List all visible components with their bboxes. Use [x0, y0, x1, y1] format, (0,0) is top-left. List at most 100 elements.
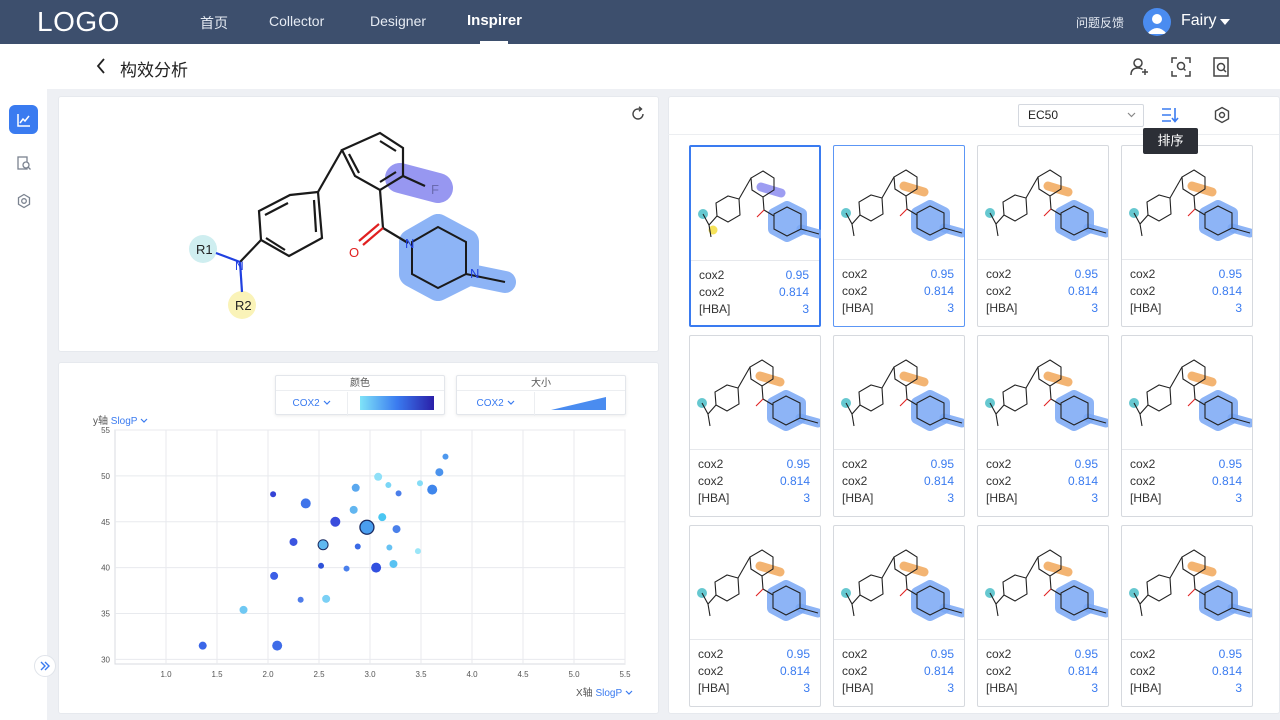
- scatter-point[interactable]: [349, 505, 358, 514]
- scan-icon[interactable]: [1170, 56, 1192, 78]
- scatter-point[interactable]: [389, 559, 398, 568]
- back-arrow-icon[interactable]: [95, 57, 107, 75]
- x-tick-label: 2.5: [313, 670, 325, 679]
- compound-card[interactable]: cox2 0.95 cox2 0.814 [HBA] 3: [689, 145, 824, 327]
- scatter-point[interactable]: [371, 562, 382, 573]
- property-name: cox2: [986, 647, 1012, 661]
- nav-item-inspirer[interactable]: Inspirer: [467, 12, 523, 29]
- nav-item-collector[interactable]: Collector: [269, 13, 325, 29]
- property-name: cox2: [842, 474, 868, 488]
- size-wedge: [551, 397, 606, 410]
- scatter-point[interactable]: [270, 571, 279, 580]
- scatter-point[interactable]: [392, 525, 401, 534]
- card-property-row: cox2 0.814: [1130, 284, 1242, 300]
- compound-card[interactable]: cox2 0.95 cox2 0.814 [HBA] 3: [977, 145, 1111, 327]
- compound-card[interactable]: cox2 0.95 cox2 0.814 [HBA] 3: [1121, 525, 1255, 707]
- scatter-point[interactable]: [385, 482, 392, 489]
- x-tick-label: 4.5: [517, 670, 529, 679]
- scatter-point[interactable]: [198, 641, 207, 650]
- chevron-down-icon: [625, 690, 633, 695]
- property-name: cox2: [698, 664, 724, 678]
- card-property-row: cox2 0.814: [842, 664, 954, 680]
- add-user-icon[interactable]: [1128, 56, 1150, 78]
- scatter-point[interactable]: [239, 605, 248, 614]
- scatter-panel: [58, 362, 659, 714]
- scatter-point[interactable]: [354, 543, 361, 550]
- gear-icon: [17, 193, 30, 208]
- logo[interactable]: LOGO: [37, 6, 120, 37]
- scatter-point[interactable]: [416, 480, 423, 487]
- scatter-point[interactable]: [359, 519, 375, 535]
- y-axis-selector[interactable]: y轴 SlogP: [93, 412, 148, 427]
- scatter-point[interactable]: [289, 537, 298, 546]
- scatter-point[interactable]: [322, 594, 331, 603]
- scatter-chart[interactable]: 1.0 1.5 2.0 2.5 3.0 3.5 4.0 4.5 5.0 5.5 30 35 40 45 50…: [58, 362, 659, 714]
- property-name: [HBA]: [1130, 491, 1162, 505]
- nav-item-designer[interactable]: Designer: [370, 13, 427, 29]
- property-value: 0.814: [779, 474, 810, 488]
- scatter-point[interactable]: [270, 491, 277, 498]
- compound-image: [834, 526, 967, 638]
- scatter-point[interactable]: [318, 562, 325, 569]
- scatter-point[interactable]: [395, 490, 402, 497]
- card-property-row: [HBA] 3: [986, 301, 1098, 317]
- color-metric-select[interactable]: COX2: [276, 392, 348, 416]
- scatter-point[interactable]: [317, 539, 329, 551]
- card-divider: [691, 260, 819, 261]
- property-value: 0.814: [1067, 284, 1098, 298]
- compound-card[interactable]: cox2 0.95 cox2 0.814 [HBA] 3: [977, 525, 1111, 707]
- sidebar-expand-button[interactable]: [34, 655, 56, 677]
- scatter-point[interactable]: [374, 472, 383, 481]
- scatter-point[interactable]: [297, 596, 304, 603]
- scatter-point[interactable]: [272, 640, 283, 651]
- settings-hex-icon[interactable]: [1213, 106, 1231, 124]
- user-menu-caret-icon[interactable]: [1220, 19, 1230, 25]
- feedback-link[interactable]: 问题反馈: [1076, 16, 1125, 30]
- sort-icon[interactable]: [1160, 106, 1180, 124]
- property-name: [HBA]: [842, 301, 874, 315]
- property-name: cox2: [1130, 474, 1156, 488]
- property-value: 3: [947, 491, 954, 505]
- property-name: [HBA]: [1130, 681, 1162, 695]
- refresh-icon[interactable]: [629, 105, 647, 123]
- compound-card[interactable]: cox2 0.95 cox2 0.814 [HBA] 3: [833, 145, 967, 327]
- property-value: 0.814: [1067, 664, 1098, 678]
- username[interactable]: Fairy: [1181, 12, 1217, 29]
- compound-image: [1122, 336, 1255, 448]
- scatter-point[interactable]: [414, 548, 421, 555]
- property-value: 3: [1235, 491, 1242, 505]
- scatter-point[interactable]: [378, 513, 387, 522]
- property-value: 0.814: [923, 474, 954, 488]
- compound-structure: [985, 549, 1111, 621]
- compound-card[interactable]: cox2 0.95 cox2 0.814 [HBA] 3: [833, 335, 967, 517]
- y-tick-label: 55: [101, 426, 110, 435]
- compound-card[interactable]: cox2 0.95 cox2 0.814 [HBA] 3: [977, 335, 1111, 517]
- scatter-point[interactable]: [330, 516, 341, 527]
- x-tick-label: 5.5: [619, 670, 631, 679]
- scatter-point[interactable]: [343, 565, 350, 572]
- compound-card[interactable]: cox2 0.95 cox2 0.814 [HBA] 3: [689, 525, 823, 707]
- size-metric-select[interactable]: COX2: [457, 392, 535, 416]
- sidebar-search-doc-button[interactable]: [9, 148, 38, 177]
- scatter-point[interactable]: [386, 544, 393, 551]
- compound-card[interactable]: cox2 0.95 cox2 0.814 [HBA] 3: [1121, 145, 1255, 327]
- compound-card[interactable]: cox2 0.95 cox2 0.814 [HBA] 3: [1121, 335, 1255, 517]
- scatter-point[interactable]: [351, 483, 360, 492]
- scatter-point[interactable]: [435, 468, 444, 477]
- scatter-point[interactable]: [427, 484, 438, 495]
- scatter-point[interactable]: [300, 498, 311, 509]
- sidebar-chart-button[interactable]: [9, 105, 38, 134]
- compound-card[interactable]: cox2 0.95 cox2 0.814 [HBA] 3: [833, 525, 967, 707]
- document-search-icon: [16, 155, 31, 170]
- nav-item-home[interactable]: 首页: [200, 15, 228, 31]
- x-axis-selector[interactable]: X轴 SlogP: [576, 684, 633, 699]
- sidebar-settings-button[interactable]: [9, 186, 38, 215]
- property-name: [HBA]: [699, 302, 731, 316]
- user-avatar[interactable]: [1143, 8, 1171, 36]
- compound-card[interactable]: cox2 0.95 cox2 0.814 [HBA] 3: [689, 335, 823, 517]
- scatter-point[interactable]: [442, 453, 449, 460]
- metric-select[interactable]: EC50: [1018, 104, 1144, 127]
- document-search-icon[interactable]: [1211, 56, 1233, 78]
- card-property-row: cox2 0.95: [1130, 647, 1242, 663]
- property-value: 0.95: [785, 268, 809, 282]
